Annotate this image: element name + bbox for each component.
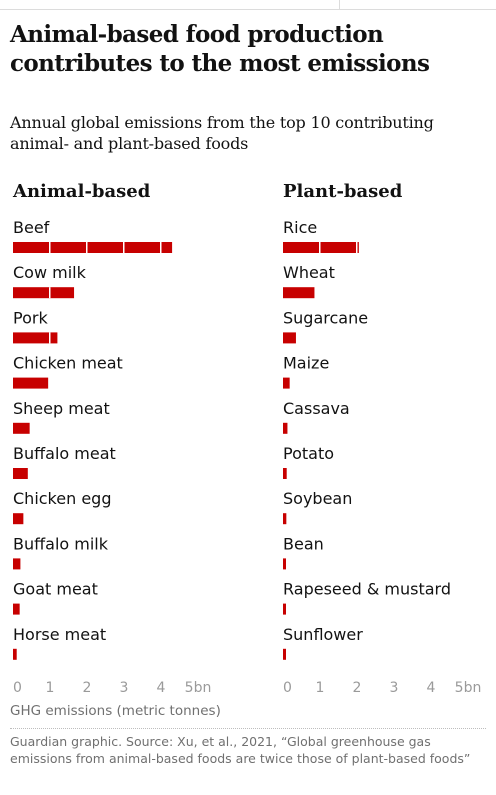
category-label: Cow milk	[13, 263, 87, 282]
bar	[13, 332, 58, 344]
bar	[13, 242, 173, 253]
bar-segment-divider	[356, 242, 358, 253]
bar	[13, 648, 17, 660]
category-label: Buffalo milk	[13, 534, 109, 553]
bar	[13, 513, 24, 525]
x-tick-label: 2	[353, 680, 362, 696]
footer-divider	[10, 728, 486, 729]
category-label: Bean	[283, 534, 324, 553]
chart-headline: Animal-based food production contributes…	[10, 21, 430, 77]
bar-segment-divider	[49, 287, 51, 299]
x-tick-label: 5bn	[185, 680, 212, 696]
bar	[283, 242, 359, 253]
x-tick-label: 3	[390, 680, 399, 696]
bar	[13, 377, 49, 389]
category-label: Chicken egg	[13, 489, 111, 508]
bar-segment-divider	[319, 242, 321, 253]
bar-segment-divider	[123, 242, 125, 253]
x-tick-label: 1	[316, 680, 325, 696]
animal-based-panel-title: Animal-based	[12, 181, 151, 202]
category-label: Sugarcane	[283, 308, 368, 327]
x-tick-label: 3	[120, 680, 129, 696]
category-label: Horse meat	[13, 625, 106, 644]
bar-segment-divider	[160, 242, 162, 253]
bar-segment-divider	[86, 242, 88, 253]
x-tick-label: 4	[427, 680, 436, 696]
bar	[283, 422, 288, 434]
x-axis-title: GHG emissions (metric tonnes)	[10, 703, 221, 719]
bar	[283, 558, 286, 570]
x-tick-label: 5bn	[455, 680, 482, 696]
bar	[283, 648, 286, 660]
category-label: Chicken meat	[13, 354, 123, 373]
category-label: Wheat	[283, 263, 335, 282]
bar	[13, 558, 21, 570]
bar	[283, 332, 296, 344]
bar-charts: Animal-based Beef Cow milk Pork Chicken meat…	[12, 181, 482, 696]
category-label: Beef	[13, 218, 50, 237]
source-note: Guardian graphic. Source: Xu, et al., 20…	[10, 734, 471, 766]
top-tick	[339, 0, 340, 10]
bar	[283, 468, 287, 479]
chart-subhead: Annual global emissions from the top 10 …	[10, 113, 434, 153]
category-label: Buffalo meat	[13, 444, 116, 463]
bar	[13, 287, 75, 299]
bar	[13, 468, 28, 479]
top-divider	[0, 9, 496, 10]
bar	[13, 422, 30, 434]
category-label: Sunflower	[283, 625, 363, 644]
category-label: Rapeseed & mustard	[283, 580, 451, 599]
category-label: Goat meat	[13, 580, 98, 599]
bar	[283, 603, 286, 615]
x-tick-label: 0	[283, 680, 292, 696]
x-tick-label: 1	[46, 680, 55, 696]
bar-segment-divider	[49, 242, 51, 253]
x-tick-label: 2	[83, 680, 92, 696]
bar	[13, 603, 20, 615]
x-tick-label: 0	[13, 680, 22, 696]
category-label: Potato	[283, 444, 334, 463]
category-label: Cassava	[283, 399, 350, 418]
bar	[283, 513, 287, 525]
x-tick-label: 4	[157, 680, 166, 696]
plant-based-panel-title: Plant-based	[283, 181, 403, 202]
top-rule	[0, 0, 496, 10]
category-label: Rice	[283, 218, 317, 237]
category-label: Sheep meat	[13, 399, 110, 418]
bar-segment-divider	[49, 332, 51, 344]
bar	[283, 377, 290, 389]
bar	[283, 287, 315, 299]
category-label: Soybean	[283, 489, 352, 508]
category-label: Pork	[13, 308, 48, 327]
category-label: Maize	[283, 354, 329, 373]
